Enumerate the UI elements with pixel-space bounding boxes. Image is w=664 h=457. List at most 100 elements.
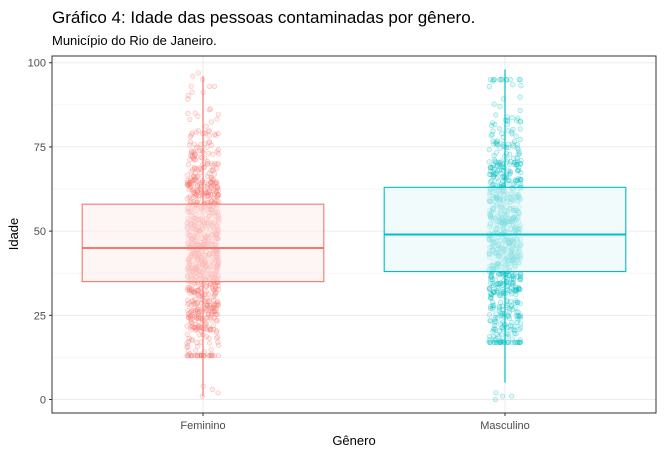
jitter-point <box>517 177 524 183</box>
jitter-point <box>211 305 217 311</box>
jitter-point <box>491 76 497 83</box>
jitter-point <box>213 289 219 296</box>
jitter-point <box>208 317 214 323</box>
jitter-point <box>212 161 218 167</box>
jitter-point <box>187 179 193 185</box>
jitter-point <box>197 181 203 187</box>
jitter-point <box>188 152 194 158</box>
jitter-point <box>498 158 504 164</box>
jitter-point <box>208 315 214 321</box>
jitter-point <box>210 167 216 173</box>
jitter-point <box>191 300 197 306</box>
jitter-point <box>516 339 522 345</box>
jitter-point <box>505 281 512 287</box>
jitter-point <box>489 178 495 184</box>
jitter-point <box>493 327 499 333</box>
jitter-point <box>518 169 524 176</box>
jitter-point <box>511 181 517 187</box>
jitter-point <box>187 134 193 140</box>
jitter-point <box>513 133 519 139</box>
jitter-point <box>506 272 512 278</box>
jitter-point <box>494 175 500 181</box>
jitter-point <box>195 113 201 119</box>
jitter-point <box>493 281 499 288</box>
jitter-point <box>517 313 523 319</box>
jitter-point <box>204 197 210 203</box>
jitter-point <box>491 339 497 345</box>
jitter-point <box>192 170 198 176</box>
jitter-point <box>512 305 518 311</box>
jitter-point <box>498 339 504 345</box>
jitter-point <box>505 339 511 345</box>
jitter-point <box>517 339 523 345</box>
jitter-point <box>208 192 214 198</box>
jitter-point <box>204 144 210 150</box>
jitter-point <box>514 286 520 292</box>
jitter-point <box>189 337 195 343</box>
jitter-point <box>516 287 522 293</box>
jitter-point <box>492 316 498 322</box>
jitter-point <box>184 344 190 350</box>
jitter-point <box>189 153 195 159</box>
jitter-point <box>213 318 220 324</box>
jitter-point <box>205 182 211 188</box>
jitter-point <box>204 315 210 321</box>
jitter-point <box>510 280 517 286</box>
jitter-point <box>197 314 203 321</box>
jitter-point <box>487 165 493 171</box>
jitter-point <box>205 194 211 200</box>
jitter-point <box>212 283 218 289</box>
jitter-point <box>518 161 524 167</box>
jitter-point <box>186 194 192 200</box>
jitter-point <box>490 78 496 84</box>
jitter-point <box>185 92 191 99</box>
jitter-point <box>210 163 216 169</box>
jitter-point <box>192 151 198 157</box>
jitter-point <box>487 318 493 324</box>
jitter-point <box>191 301 197 308</box>
jitter-point <box>208 175 214 181</box>
jitter-point <box>194 300 200 306</box>
jitter-point <box>212 197 218 203</box>
jitter-point <box>509 129 515 135</box>
jitter-point <box>505 313 511 320</box>
jitter-point <box>494 331 500 338</box>
jitter-point <box>208 346 214 352</box>
jitter-point <box>188 353 195 359</box>
jitter-point <box>509 281 516 287</box>
jitter-point <box>205 173 211 179</box>
jitter-point <box>184 340 190 347</box>
jitter-point <box>488 271 495 278</box>
jitter-point <box>193 192 199 198</box>
jitter-point <box>517 325 524 331</box>
jitter-point <box>193 176 199 182</box>
jitter-point <box>204 302 211 308</box>
jitter-point <box>512 178 518 184</box>
jitter-point <box>206 170 212 176</box>
jitter-point <box>494 138 501 144</box>
jitter-point <box>487 168 494 175</box>
jitter-point <box>203 190 209 196</box>
jitter-point <box>186 181 192 187</box>
jitter-point <box>189 286 195 292</box>
jitter-point <box>203 321 210 327</box>
jitter-point <box>505 168 511 174</box>
jitter-point <box>488 133 494 139</box>
box-feminino <box>81 203 325 283</box>
jitter-point <box>184 287 190 293</box>
jitter-point <box>209 305 215 311</box>
jitter-point <box>506 177 512 183</box>
jitter-point <box>213 132 219 138</box>
jitter-point <box>209 198 215 204</box>
jitter-point <box>497 103 503 110</box>
jitter-point <box>214 189 220 195</box>
jitter-point <box>192 110 198 116</box>
jitter-point <box>509 339 515 345</box>
jitter-point <box>495 290 501 296</box>
jitter-point <box>505 144 512 150</box>
jitter-point <box>490 302 496 308</box>
jitter-point <box>191 165 198 171</box>
jitter-point <box>496 292 503 298</box>
jitter-point <box>489 131 495 137</box>
jitter-point <box>206 150 212 156</box>
